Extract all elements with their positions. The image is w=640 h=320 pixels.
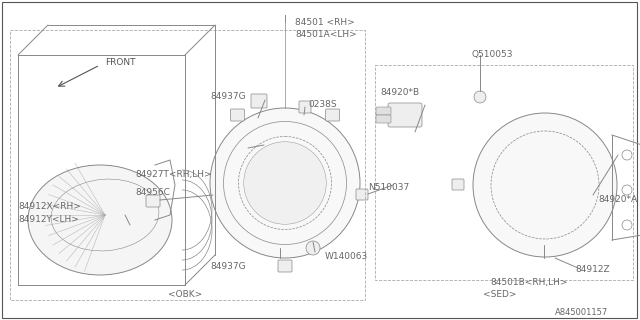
Circle shape [474,91,486,103]
Text: 84501 <RH>: 84501 <RH> [295,18,355,27]
Text: 0238S: 0238S [308,100,337,109]
FancyBboxPatch shape [278,260,292,272]
Text: A845001157: A845001157 [555,308,608,317]
Bar [10,30,365,300]
Text: 84912Y<LH>: 84912Y<LH> [18,215,79,224]
FancyBboxPatch shape [326,109,340,121]
Text: 84956C: 84956C [135,188,170,197]
Text: N510037: N510037 [368,183,409,192]
Circle shape [244,142,326,224]
FancyBboxPatch shape [146,195,160,207]
FancyBboxPatch shape [388,103,422,127]
Text: 84912X<RH>: 84912X<RH> [18,202,81,211]
Text: 84912Z: 84912Z [575,265,610,274]
Circle shape [210,108,360,258]
Text: 84501A<LH>: 84501A<LH> [295,30,356,39]
Text: Q510053: Q510053 [472,50,513,59]
Text: 84501B<RH,LH>: 84501B<RH,LH> [490,278,568,287]
Text: <SED>: <SED> [483,290,516,299]
Text: 84927T<RH,LH>: 84927T<RH,LH> [135,170,212,179]
Ellipse shape [28,165,172,275]
Circle shape [306,241,320,255]
Text: 84920*A: 84920*A [598,195,637,204]
Text: W140063: W140063 [325,252,368,261]
FancyBboxPatch shape [356,189,368,200]
Text: <OBK>: <OBK> [168,290,202,299]
Text: 84937G: 84937G [210,92,246,101]
FancyBboxPatch shape [299,101,311,113]
Text: FRONT: FRONT [105,58,136,67]
Text: 84920*B: 84920*B [380,88,419,97]
FancyBboxPatch shape [376,115,391,123]
FancyBboxPatch shape [251,94,267,108]
FancyBboxPatch shape [452,179,464,190]
Text: 84937G: 84937G [210,262,246,271]
FancyBboxPatch shape [376,107,391,115]
FancyBboxPatch shape [230,109,244,121]
Bar [375,65,633,280]
Circle shape [473,113,617,257]
